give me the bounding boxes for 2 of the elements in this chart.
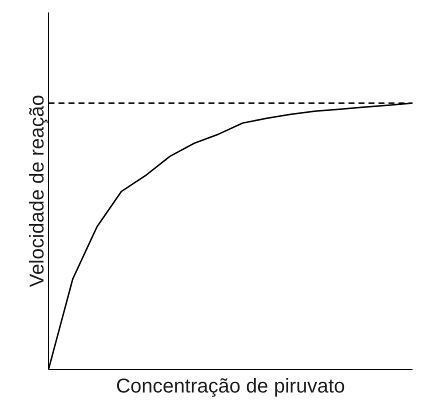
x-axis-title: Concentração de piruvato <box>116 376 346 398</box>
y-axis-title: Velocidade de reação <box>26 94 48 288</box>
